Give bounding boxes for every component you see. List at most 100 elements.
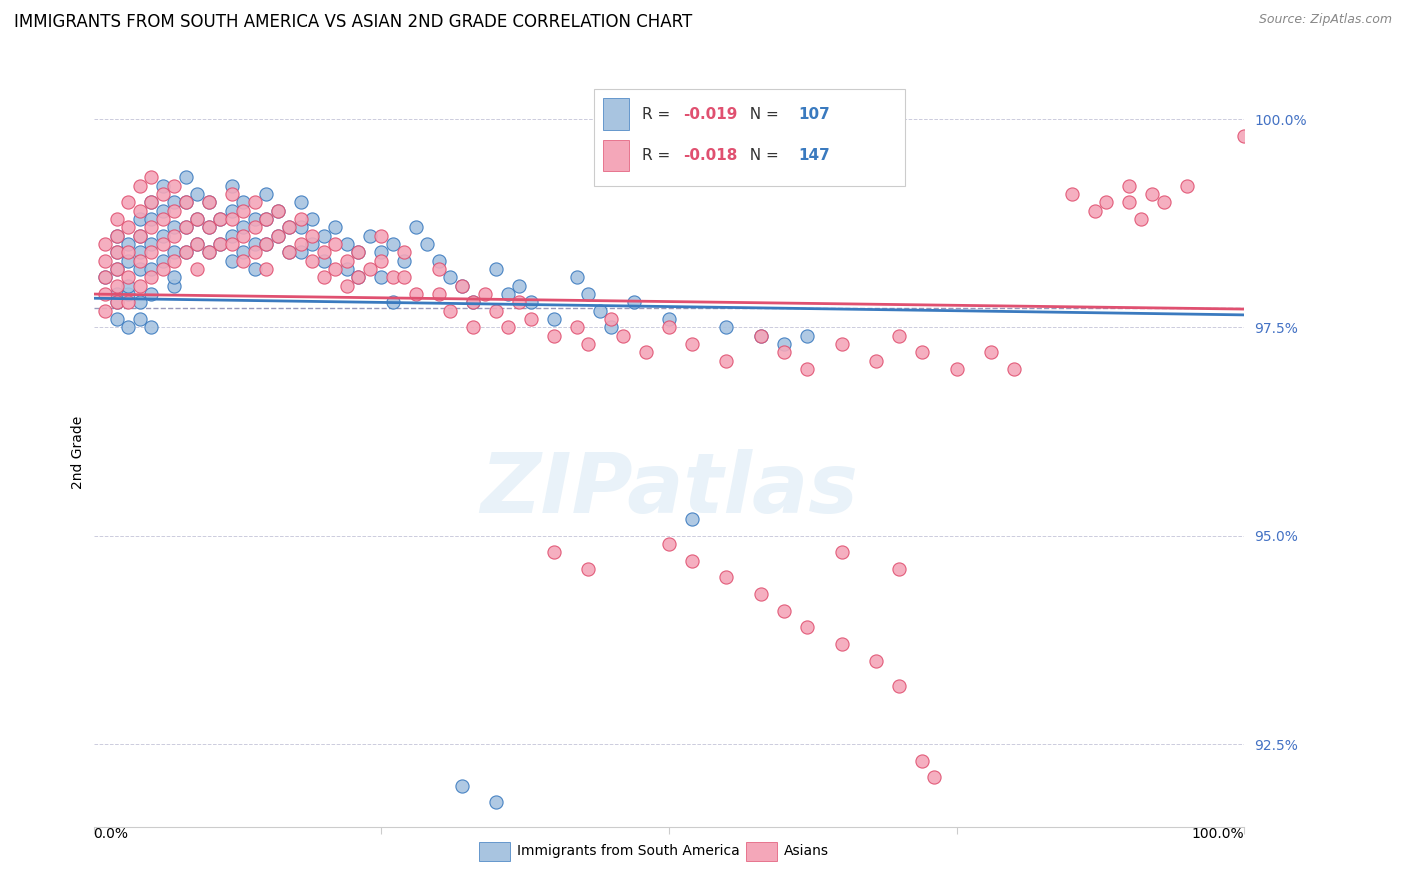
Point bbox=[658, 320, 681, 334]
Point bbox=[139, 212, 162, 227]
Point bbox=[450, 278, 472, 293]
Point bbox=[94, 287, 117, 301]
Point bbox=[1233, 128, 1256, 143]
Bar bbox=[603, 98, 628, 130]
Point bbox=[427, 262, 450, 277]
Point bbox=[1002, 362, 1025, 376]
Point bbox=[152, 262, 174, 277]
Point bbox=[174, 195, 197, 210]
Point bbox=[323, 262, 346, 277]
Point bbox=[117, 253, 139, 268]
Point bbox=[336, 262, 359, 277]
Point bbox=[139, 245, 162, 260]
Point bbox=[887, 328, 910, 343]
Point bbox=[565, 320, 588, 334]
Point bbox=[105, 262, 128, 277]
Point bbox=[749, 328, 772, 343]
Point bbox=[658, 312, 681, 326]
Point bbox=[186, 187, 208, 202]
Point bbox=[1118, 195, 1140, 210]
Point bbox=[152, 253, 174, 268]
Point bbox=[221, 228, 243, 243]
Point bbox=[232, 195, 254, 210]
Point bbox=[117, 195, 139, 210]
Text: R =: R = bbox=[643, 107, 676, 121]
Point bbox=[174, 195, 197, 210]
Text: 100.0%: 100.0% bbox=[1192, 827, 1244, 841]
Text: ZIPatlas: ZIPatlas bbox=[479, 450, 858, 531]
Point bbox=[370, 245, 392, 260]
Point bbox=[520, 295, 543, 310]
Point bbox=[290, 245, 312, 260]
Text: -0.019: -0.019 bbox=[683, 107, 737, 121]
Point bbox=[105, 278, 128, 293]
Point bbox=[1153, 195, 1175, 210]
Point bbox=[163, 278, 186, 293]
Point bbox=[496, 287, 519, 301]
Point bbox=[359, 262, 381, 277]
Point bbox=[209, 212, 232, 227]
Point bbox=[359, 228, 381, 243]
Point bbox=[1118, 178, 1140, 193]
Point bbox=[681, 554, 703, 568]
Point bbox=[773, 604, 796, 618]
Point bbox=[243, 262, 266, 277]
Point bbox=[254, 262, 277, 277]
Point bbox=[209, 212, 232, 227]
Point bbox=[323, 237, 346, 252]
Point bbox=[209, 237, 232, 252]
Point bbox=[163, 253, 186, 268]
Point bbox=[749, 328, 772, 343]
Point bbox=[197, 220, 219, 235]
Point bbox=[508, 278, 530, 293]
Point bbox=[600, 312, 623, 326]
Point bbox=[186, 237, 208, 252]
Point bbox=[278, 220, 301, 235]
Point bbox=[463, 295, 485, 310]
Point bbox=[163, 245, 186, 260]
Point bbox=[911, 754, 934, 768]
Point bbox=[243, 195, 266, 210]
Point bbox=[278, 245, 301, 260]
Point bbox=[278, 220, 301, 235]
Point bbox=[221, 187, 243, 202]
Point bbox=[152, 187, 174, 202]
Text: N =: N = bbox=[741, 148, 785, 163]
Point bbox=[370, 228, 392, 243]
Point bbox=[336, 253, 359, 268]
Point bbox=[105, 262, 128, 277]
Point bbox=[197, 245, 219, 260]
Point bbox=[1095, 195, 1118, 210]
Point bbox=[254, 237, 277, 252]
Point bbox=[186, 262, 208, 277]
Point bbox=[543, 328, 565, 343]
Point bbox=[831, 337, 853, 351]
Point bbox=[474, 287, 496, 301]
Point bbox=[128, 295, 150, 310]
Point bbox=[267, 203, 290, 218]
Point bbox=[623, 295, 645, 310]
Point bbox=[94, 270, 117, 285]
Point bbox=[278, 245, 301, 260]
Point bbox=[243, 245, 266, 260]
Point bbox=[186, 237, 208, 252]
Point bbox=[1060, 187, 1083, 202]
Point bbox=[301, 237, 323, 252]
Point bbox=[163, 228, 186, 243]
Point bbox=[485, 262, 508, 277]
Point bbox=[163, 195, 186, 210]
Point bbox=[128, 278, 150, 293]
Point bbox=[186, 212, 208, 227]
Point bbox=[243, 220, 266, 235]
Point bbox=[576, 337, 599, 351]
Point bbox=[139, 262, 162, 277]
Point bbox=[139, 237, 162, 252]
Point bbox=[1129, 212, 1152, 227]
Point bbox=[117, 270, 139, 285]
Point bbox=[128, 312, 150, 326]
Point bbox=[152, 203, 174, 218]
Point bbox=[105, 245, 128, 260]
Y-axis label: 2nd Grade: 2nd Grade bbox=[72, 416, 86, 489]
Point bbox=[139, 220, 162, 235]
Point bbox=[139, 320, 162, 334]
